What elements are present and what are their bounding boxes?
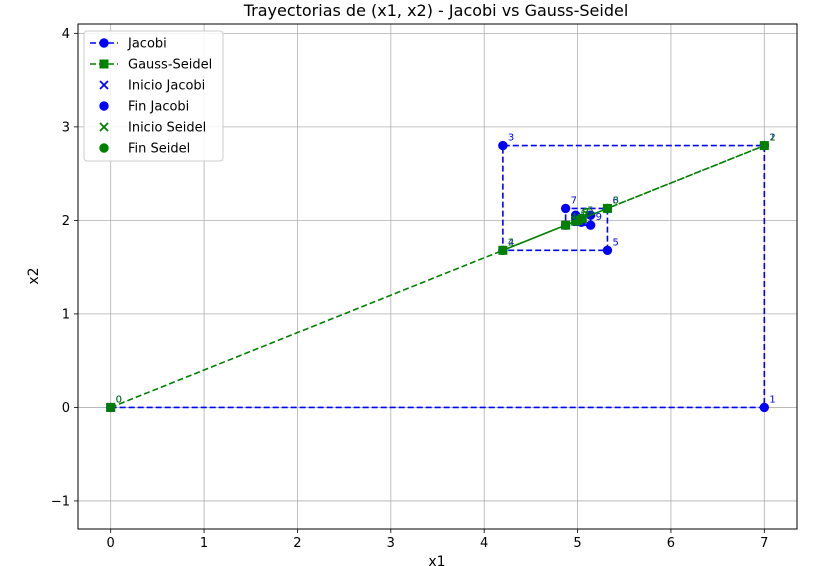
legend-handle-jacobi [99, 38, 109, 48]
y-tick-label: 4 [62, 27, 70, 42]
y-tick-label: 1 [62, 307, 70, 322]
y-axis-label: x2 [26, 267, 42, 284]
point-label: 3 [612, 195, 618, 206]
marker-fin-seidel [572, 215, 583, 226]
point-label: 7 [583, 207, 589, 218]
data-point-jacobi [498, 140, 508, 151]
point-label: 5 [587, 206, 593, 217]
x-tick-label: 3 [387, 536, 395, 551]
legend: Jacobi Gauss-Seidel Inicio Jacobi Fin Jacob… [83, 30, 224, 162]
legend-handle-gauss-seidel [99, 59, 109, 69]
y-tick-label: 0 [62, 401, 70, 416]
point-label: 5 [612, 237, 618, 248]
legend-handle-inicio-seidel [99, 122, 109, 132]
legend-handle-fin-jacobi [99, 101, 109, 111]
plot-frame [77, 23, 798, 530]
legend-handle-inicio-seidel-stroke [99, 122, 109, 132]
point-label: 4 [571, 212, 577, 223]
x-tick-label: 1 [200, 536, 208, 551]
series-layer [105, 140, 770, 413]
marker-inicio-seidel [106, 402, 116, 413]
x-tick-label: 6 [667, 536, 675, 551]
data-point-gauss-seidel [602, 203, 612, 213]
data-point-jacobi [585, 220, 596, 230]
point-label: 0 [116, 394, 122, 405]
point-label: 8 [582, 207, 588, 218]
x-tick-label: 7 [760, 536, 768, 551]
point-label: 1 [769, 133, 775, 144]
point-label: 2 [508, 237, 514, 248]
legend-handle-fin-seidel [99, 143, 109, 153]
legend-handle-inicio-jacobi-stroke [99, 80, 109, 90]
legend-label: Fin Seidel [128, 142, 190, 157]
x-tick-label: 2 [293, 536, 301, 551]
legend-handle-inicio-jacobi [99, 80, 109, 90]
chart-title: Trayectorias de (x1, x2) - Jacobi vs Gau… [243, 1, 629, 20]
legend-label: Inicio Seidel [128, 121, 206, 136]
data-point-jacobi [602, 245, 613, 256]
legend-box [83, 30, 224, 162]
legend-label: Inicio Jacobi [128, 79, 205, 94]
data-point-gauss-seidel [759, 141, 769, 151]
point-label: 9 [583, 207, 589, 218]
marker-inicio-seidel-stroke [106, 402, 116, 413]
point-label: 4 [508, 237, 514, 248]
point-label: 2 [769, 133, 775, 144]
y-tick-label: 3 [62, 120, 70, 135]
point-label: 8 [571, 212, 577, 223]
x-tick-label: 0 [107, 536, 115, 551]
point-label: 7 [571, 195, 577, 206]
point-label: 6 [581, 208, 587, 219]
point-label: 1 [769, 394, 775, 405]
data-point-jacobi [759, 402, 770, 413]
y-tick-label: −1 [51, 494, 70, 509]
legend-label: Gauss-Seidel [128, 58, 212, 73]
data-point-gauss-seidel [498, 245, 508, 255]
legend-label: Jacobi [127, 37, 167, 52]
point-label: 9 [596, 212, 602, 223]
data-point-jacobi [560, 203, 571, 214]
point-label: 3 [508, 133, 514, 144]
point-label: 6 [612, 195, 618, 206]
x-axis-label: x1 [428, 554, 445, 566]
y-tick-label: 2 [62, 214, 70, 229]
data-point-gauss-seidel [561, 220, 571, 230]
x-tick-label: 5 [573, 536, 581, 551]
point-label: 0 [116, 394, 122, 405]
x-tick-label: 4 [480, 536, 488, 551]
legend-label: Fin Jacobi [128, 100, 189, 115]
